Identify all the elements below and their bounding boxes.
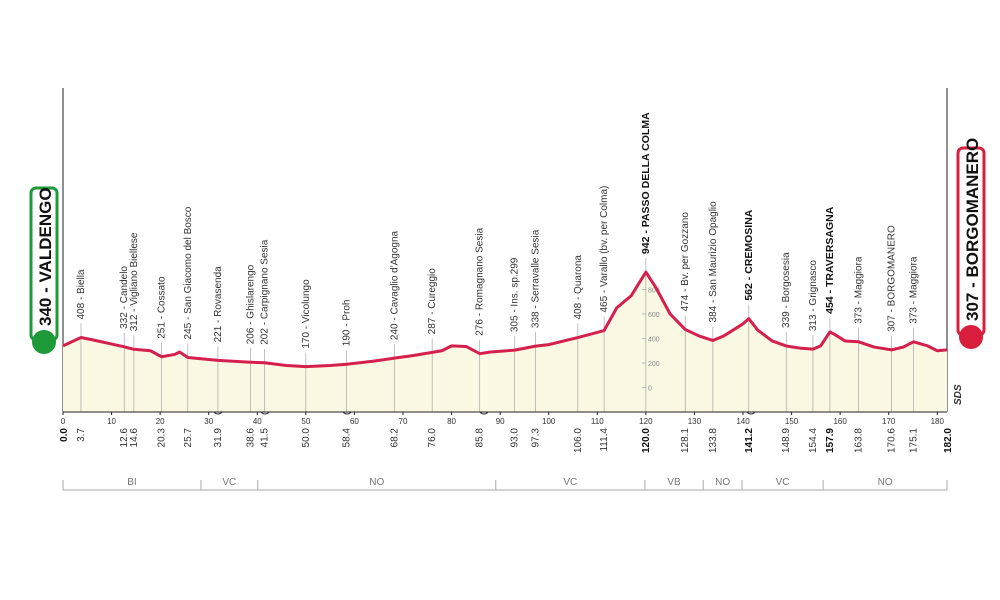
- x-tick-label: 150: [785, 417, 799, 426]
- x-tick-label: 40: [253, 417, 262, 426]
- x-tick-label: 110: [591, 417, 604, 426]
- profile-area: [63, 272, 947, 412]
- km-label: 12.6: [119, 428, 130, 448]
- km-label: 120.0: [641, 428, 652, 453]
- x-tick-label: 0: [61, 417, 66, 426]
- x-tick-label: 70: [399, 417, 408, 426]
- waypoint-label: 206 - Ghislarengo: [245, 264, 256, 344]
- km-label: 175.1: [908, 428, 919, 453]
- km-label: 141.2: [744, 428, 755, 453]
- waypoint-label: 287 - Cureggio: [427, 268, 438, 335]
- km-label: 3.7: [76, 428, 87, 442]
- km-label: 133.8: [708, 428, 719, 453]
- waypoint-label: 221 - Rovasenda: [213, 266, 224, 343]
- waypoint-label: 562 - CREMOSINA: [743, 209, 755, 300]
- km-label: 85.8: [475, 428, 486, 448]
- km-label: 111.4: [599, 428, 610, 452]
- km-label: 31.9: [213, 428, 224, 448]
- km-label: 163.8: [854, 428, 865, 453]
- region-label: BI: [127, 477, 136, 488]
- finish-km: 182.0: [943, 428, 954, 453]
- region-label: NO: [715, 477, 730, 488]
- y-tick-label: 0: [648, 386, 652, 393]
- km-label: 128.1: [680, 428, 691, 453]
- region-label: VB: [667, 477, 681, 488]
- km-label: 106.0: [573, 428, 584, 453]
- x-tick-label: 80: [447, 417, 456, 426]
- region-label: NO: [369, 477, 384, 488]
- x-tick-label: 50: [301, 417, 310, 426]
- waypoint-label: 408 - Quarona: [573, 255, 584, 320]
- waypoint-label: 312 - Vigliano Biellese: [129, 232, 140, 331]
- waypoint-label: 384 - San Maurizio Opaglio: [708, 201, 719, 323]
- region-label: NO: [878, 477, 893, 488]
- km-label: 170.6: [887, 428, 898, 453]
- waypoint-label: 454 - TRAVERSAGNA: [824, 206, 836, 314]
- x-tick-label: 10: [107, 417, 116, 426]
- km-label: 38.6: [245, 428, 256, 448]
- km-label: 58.4: [342, 428, 353, 448]
- y-tick-label: 200: [648, 361, 660, 368]
- region-label: VC: [776, 477, 790, 488]
- y-tick-label: 600: [648, 312, 660, 319]
- y-tick-label: 400: [648, 337, 660, 344]
- waypoint-label: 332 - Candelo: [119, 266, 130, 329]
- x-tick-label: 170: [882, 417, 896, 426]
- km-label: 68.2: [389, 428, 400, 448]
- x-tick-label: 30: [204, 417, 213, 426]
- x-tick-label: 20: [156, 417, 165, 426]
- km-label: 50.0: [301, 428, 312, 448]
- x-tick-label: 120: [639, 417, 653, 426]
- logo: SDS: [953, 384, 964, 405]
- waypoint-label: 338 - Serravalle Sesia: [531, 229, 542, 328]
- waypoint-label: 465 - Varallo (bv. per Colma): [599, 186, 610, 313]
- waypoint-label: 313 - Grignasco: [808, 260, 819, 332]
- start-km: 0.0: [59, 428, 70, 442]
- waypoint-label: 373 - Maggiora: [908, 256, 919, 324]
- waypoint-label: 339 - Borgosesia: [781, 252, 792, 328]
- km-label: 97.3: [531, 428, 542, 448]
- km-label: 157.9: [825, 428, 836, 453]
- finish-icon: [959, 325, 983, 349]
- waypoint-label: 251 - Cossato: [157, 276, 168, 339]
- finish-label: 307 - BORGOMANERO: [963, 138, 982, 321]
- waypoint-label: 408 - Biella: [76, 269, 87, 319]
- waypoint-label: 240 - Cavaglio d'Agogna: [389, 230, 400, 340]
- x-tick-label: 60: [350, 417, 359, 426]
- y-tick-label: 800: [648, 288, 660, 295]
- waypoint-label: 276 - Romagnano Sesia: [475, 227, 486, 335]
- x-tick-label: 100: [542, 417, 556, 426]
- start-icon: [32, 330, 56, 354]
- start-label: 340 - VALDENGO: [36, 187, 55, 326]
- waypoint-label: 202 - Carpignano Sesia: [260, 239, 271, 345]
- region-label: VC: [563, 477, 577, 488]
- waypoint-label: 474 - Bv. per Gozzano: [680, 212, 691, 312]
- waypoint-label: 170 - Vicolungo: [301, 279, 312, 349]
- x-tick-label: 160: [833, 417, 847, 426]
- profile-line: [62, 270, 948, 369]
- waypoint-label: 307 - BORGOMANERO: [887, 225, 898, 332]
- km-label: 76.0: [427, 428, 438, 448]
- km-label: 154.4: [808, 428, 819, 453]
- x-tick-label: 90: [496, 417, 505, 426]
- waypoint-label: 373 - Maggiora: [854, 256, 865, 324]
- waypoint-label: 942 - PASSO DELLA COLMA: [640, 112, 652, 254]
- region-label: VC: [222, 477, 236, 488]
- km-label: 41.5: [260, 428, 271, 448]
- x-tick-label: 180: [931, 417, 945, 426]
- waypoint-label: 190 - Proh: [342, 300, 353, 347]
- waypoint-label: 305 - Ins. sp.299: [510, 257, 521, 332]
- waypoint-label: 245 - San Giacomo del Bosco: [183, 206, 194, 339]
- km-label: 148.9: [781, 428, 792, 453]
- km-label: 25.7: [183, 428, 194, 448]
- km-label: 20.3: [157, 428, 168, 448]
- km-label: 93.0: [510, 428, 521, 448]
- x-tick-label: 130: [688, 417, 702, 426]
- km-label: 14.6: [129, 428, 140, 448]
- x-tick-label: 140: [736, 417, 750, 426]
